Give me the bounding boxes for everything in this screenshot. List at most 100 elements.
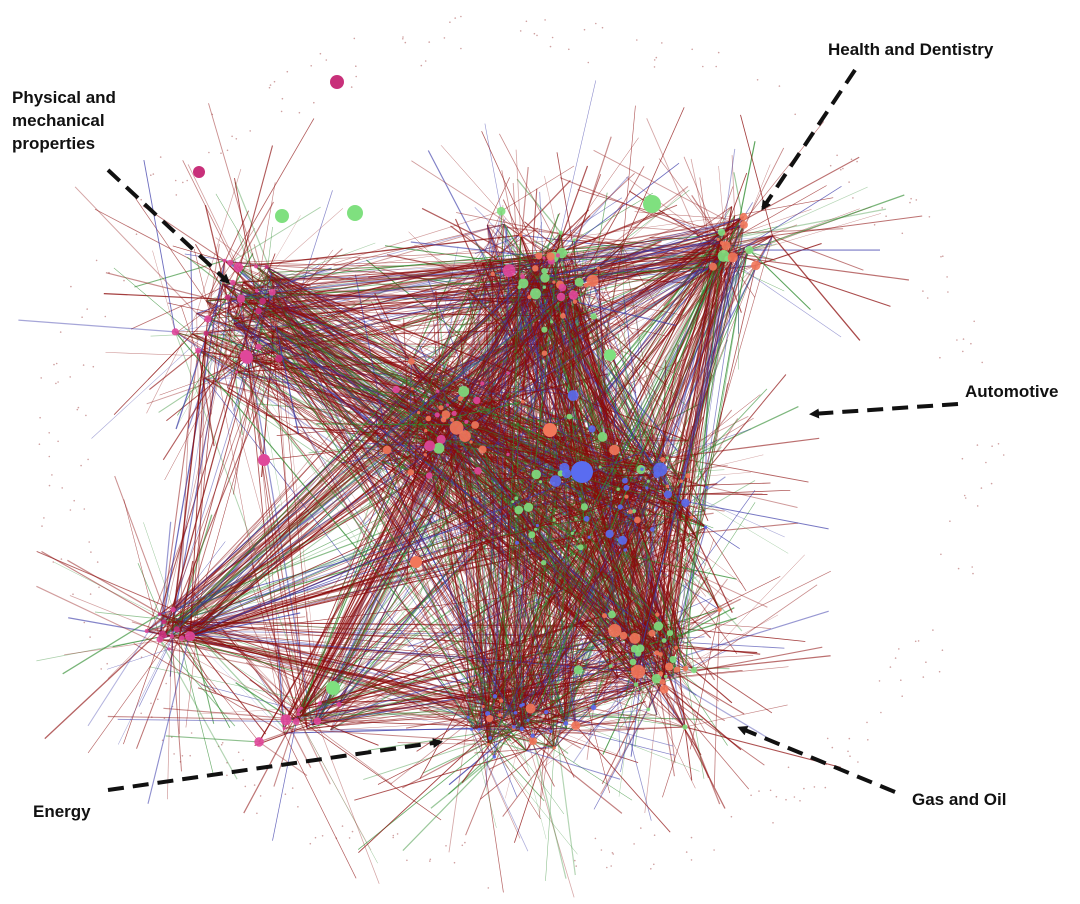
edge [317,284,561,723]
peripheral-dot [691,48,693,51]
peripheral-dot [778,85,781,87]
edge [488,707,594,745]
graph-node [605,529,614,539]
edge [614,528,636,587]
peripheral-dot [600,849,603,851]
edge [494,319,597,697]
graph-node [514,505,524,515]
edge [626,260,720,342]
edge [159,614,318,723]
edge [146,313,197,414]
edge [669,510,706,621]
edge [516,178,562,234]
peripheral-dot [824,786,827,789]
peripheral-dot [881,207,883,209]
edge [258,346,570,417]
edge [495,226,508,311]
peripheral-dot [915,199,918,201]
edge [276,323,332,328]
edge [253,308,464,392]
graph-node [540,560,547,566]
peripheral-dot [406,859,408,862]
graph-node [751,260,761,271]
graph-node [583,515,590,522]
peripheral-dot [901,695,903,697]
edge [189,636,469,718]
edge [543,165,589,288]
edge [285,289,469,720]
edge [463,475,494,520]
edge [41,551,178,630]
edge [164,345,237,481]
graph-node [167,647,171,651]
peripheral-dot [932,629,934,631]
peripheral-dot [655,56,658,59]
peripheral-dot [533,32,536,35]
graph-node [739,212,748,221]
edge [714,257,734,353]
edge [159,613,533,737]
edge [428,443,594,459]
graph-node [254,264,259,269]
edge [476,400,677,649]
edge [579,282,599,318]
peripheral-dot [420,64,423,67]
peripheral-dot [972,572,974,575]
edge [207,284,224,320]
peripheral-dot [964,497,967,499]
graph-node [740,221,748,229]
edge [247,357,417,413]
peripheral-dot [211,113,214,116]
edge [549,326,574,396]
edge [637,256,733,672]
edge [720,253,842,338]
edge [427,150,494,275]
peripheral-dot [980,487,983,489]
peripheral-dot [799,800,801,802]
label-automotive: Automotive [965,382,1059,401]
peripheral-dot [220,743,223,746]
graph-node [541,267,548,275]
graph-node [571,721,581,731]
peripheral-dot [962,338,965,340]
edge [524,222,543,286]
edge [171,286,545,637]
peripheral-dot [281,97,284,100]
edge [565,669,579,724]
edge [505,251,711,482]
edge [479,728,567,800]
edge [176,547,256,630]
edge [719,208,887,242]
edge [234,181,275,280]
edge [673,218,719,240]
peripheral-dot [653,863,655,866]
edge [518,235,774,729]
edge [482,224,745,738]
graph-node [659,679,666,685]
graph-node [478,445,487,454]
edge [298,329,545,720]
edge [522,395,574,729]
graph-node [552,746,556,750]
edge [614,224,745,631]
edge [240,255,724,290]
edge [173,575,253,610]
peripheral-dot [889,666,892,668]
edge [687,444,708,488]
edge [487,713,530,777]
peripheral-dot [453,861,456,864]
edge [506,397,514,464]
edge [159,598,278,641]
peripheral-dot [104,315,107,318]
edge [624,226,725,235]
edge [397,399,484,707]
edge [550,496,627,732]
graph-node [227,259,234,266]
edge [724,172,748,234]
edge [653,224,745,681]
edge [626,496,725,512]
peripheral-dot [231,135,233,138]
peripheral-dot [310,65,313,67]
edge [181,451,644,639]
edge [284,727,492,743]
